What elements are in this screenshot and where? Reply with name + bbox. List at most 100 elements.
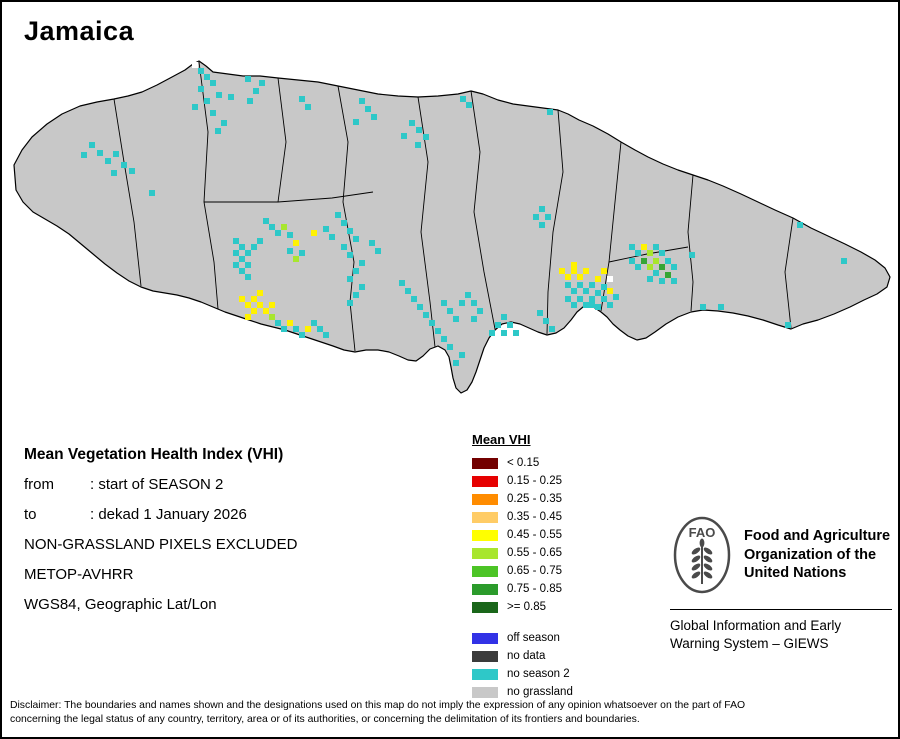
vhi-pixel (607, 276, 613, 282)
vhi-pixel (97, 150, 103, 156)
vhi-pixel (259, 80, 265, 86)
vhi-pixel (335, 212, 341, 218)
vhi-pixel (263, 308, 269, 314)
vhi-pixel (459, 352, 465, 358)
vhi-pixel (198, 86, 204, 92)
vhi-pixel (471, 316, 477, 322)
vhi-class-row: 0.25 - 0.35 (472, 490, 573, 508)
vhi-class-row: < 0.15 (472, 454, 573, 472)
vhi-heading: Mean Vegetation Health Index (VHI) (24, 446, 284, 463)
vhi-pixel (293, 326, 299, 332)
giews-line-1: Global Information and Early (670, 618, 842, 633)
vhi-pixel (565, 296, 571, 302)
vhi-class-swatch (472, 529, 498, 541)
vhi-pixel (429, 320, 435, 326)
vhi-pixel (417, 304, 423, 310)
vhi-class-swatch (472, 457, 498, 469)
fao-org-line-3: United Nations (744, 565, 847, 582)
vhi-pixel (547, 109, 553, 115)
info-line-non-grassland: NON-GRASSLAND PIXELS EXCLUDED (24, 536, 298, 553)
vhi-pixel (659, 250, 665, 256)
vhi-pixel (543, 318, 549, 324)
vhi-pixel-layer (81, 62, 847, 366)
vhi-pixel (353, 292, 359, 298)
vhi-pixel (275, 320, 281, 326)
vhi-pixel (629, 244, 635, 250)
vhi-pixel (257, 290, 263, 296)
vhi-pixel (545, 214, 551, 220)
vhi-pixel (635, 264, 641, 270)
fao-org-line-2: Organization of the (744, 546, 877, 563)
legend-title: Mean VHI (472, 432, 531, 447)
status-class-swatch (472, 632, 498, 644)
vhi-pixel (659, 264, 665, 270)
vhi-pixel (653, 258, 659, 264)
vhi-pixel (281, 326, 287, 332)
vhi-pixel (347, 252, 353, 258)
vhi-legend-rows: < 0.15 0.15 - 0.25 0.25 - 0.35 0.35 - 0.45 0… (472, 454, 573, 616)
vhi-pixel (251, 296, 257, 302)
vhi-pixel (423, 312, 429, 318)
vhi-pixel (198, 68, 204, 74)
vhi-pixel (785, 322, 791, 328)
status-class-row: no data (472, 647, 573, 665)
vhi-class-label: 0.15 - 0.25 (507, 475, 562, 487)
vhi-pixel (583, 268, 589, 274)
vhi-pixel (257, 302, 263, 308)
vhi-pixel (215, 128, 221, 134)
vhi-pixel (647, 264, 653, 270)
vhi-pixel (607, 288, 613, 294)
vhi-pixel (607, 302, 613, 308)
vhi-pixel (216, 92, 222, 98)
vhi-pixel (269, 302, 275, 308)
vhi-pixel (501, 314, 507, 320)
vhi-pixel (105, 158, 111, 164)
vhi-pixel (251, 244, 257, 250)
status-class-label: no data (507, 650, 546, 662)
vhi-pixel (571, 288, 577, 294)
vhi-pixel (477, 308, 483, 314)
info-to-row: to: dekad 1 January 2026 (24, 500, 297, 530)
vhi-pixel (537, 310, 543, 316)
vhi-pixel (347, 228, 353, 234)
vhi-class-swatch (472, 511, 498, 523)
vhi-pixel (253, 88, 259, 94)
vhi-pixel (589, 282, 595, 288)
vhi-pixel (447, 344, 453, 350)
vhi-pixel (293, 256, 299, 262)
vhi-pixel (797, 222, 803, 228)
vhi-pixel (577, 282, 583, 288)
vhi-pixel (613, 294, 619, 300)
vhi-pixel (311, 320, 317, 326)
status-class-label: no season 2 (507, 668, 570, 680)
vhi-pixel (149, 190, 155, 196)
vhi-pixel (539, 222, 545, 228)
vhi-pixel (228, 94, 234, 100)
vhi-pixel (665, 258, 671, 264)
vhi-class-swatch (472, 565, 498, 577)
vhi-pixel (275, 230, 281, 236)
map-info-block: Mean Vegetation Health Index (VHI) from:… (24, 440, 297, 620)
vhi-pixel (239, 296, 245, 302)
vhi-pixel (465, 292, 471, 298)
vhi-pixel (359, 260, 365, 266)
vhi-pixel (89, 142, 95, 148)
vhi-pixel (447, 308, 453, 314)
vhi-pixel (453, 360, 459, 366)
vhi-pixel (641, 258, 647, 264)
vhi-pixel (365, 106, 371, 112)
vhi-pixel (441, 300, 447, 306)
vhi-pixel (247, 98, 253, 104)
vhi-class-row: >= 0.85 (472, 598, 573, 616)
vhi-pixel (601, 284, 607, 290)
status-class-row: no season 2 (472, 665, 573, 683)
fao-header: FAO Food and Agriculture Organization of… (670, 514, 892, 596)
vhi-class-swatch (472, 601, 498, 613)
vhi-pixel (513, 330, 519, 336)
vhi-pixel (287, 320, 293, 326)
vhi-pixel (539, 206, 545, 212)
vhi-class-label: >= 0.85 (507, 601, 547, 613)
giews-name: Global Information and Early Warning Sys… (670, 617, 892, 653)
vhi-pixel (689, 252, 695, 258)
legend: Mean VHI < 0.15 0.15 - 0.25 0.25 - 0.35 0.3… (472, 432, 573, 701)
